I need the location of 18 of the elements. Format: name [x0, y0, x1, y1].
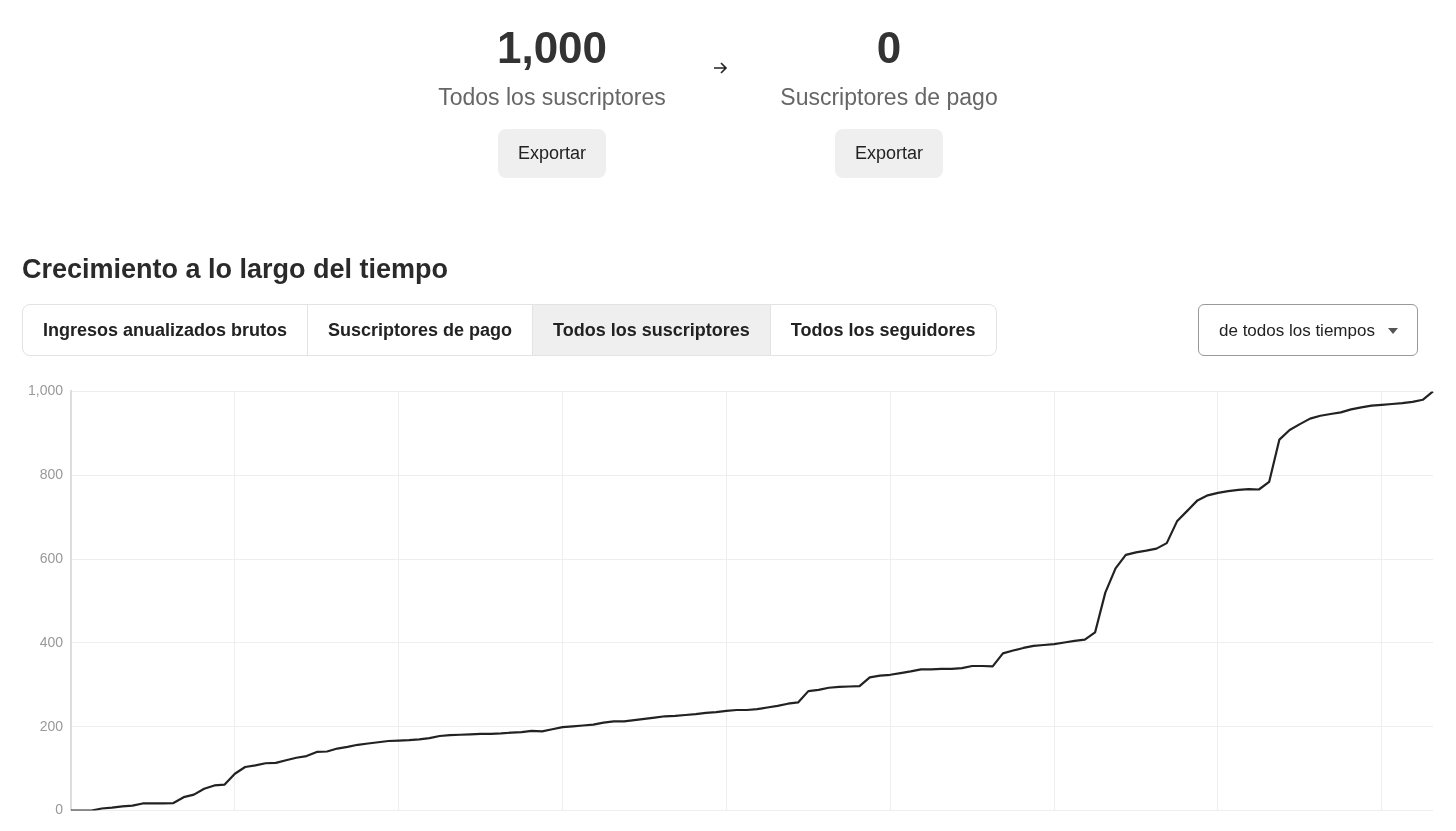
text: 0 [875, 22, 903, 74]
text: Todos los suscriptores [533, 305, 771, 355]
y-tick-label: 600 [39, 549, 64, 566]
text: Todos los seguidores [789, 319, 977, 342]
text: de todos los tiempos [1198, 304, 1418, 356]
y-tick-label: 200 [39, 717, 64, 734]
text: Ingresos anualizados brutos [23, 305, 309, 355]
text: 1,000 [495, 22, 609, 74]
text: Exportar [834, 129, 944, 178]
y-tick-label: 1,000 [27, 382, 64, 399]
text: Suscriptores de pago [308, 305, 534, 355]
y-tick-label: 400 [39, 633, 64, 650]
chart-title: Crecimiento a lo largo del tiempo [22, 254, 449, 285]
text: Exportar [497, 129, 607, 178]
y-tick-label: 0 [55, 801, 64, 818]
y-tick-label: 800 [39, 466, 64, 483]
text: Todos los suscriptores [437, 84, 667, 111]
text: Suscriptores de pago [779, 84, 999, 111]
